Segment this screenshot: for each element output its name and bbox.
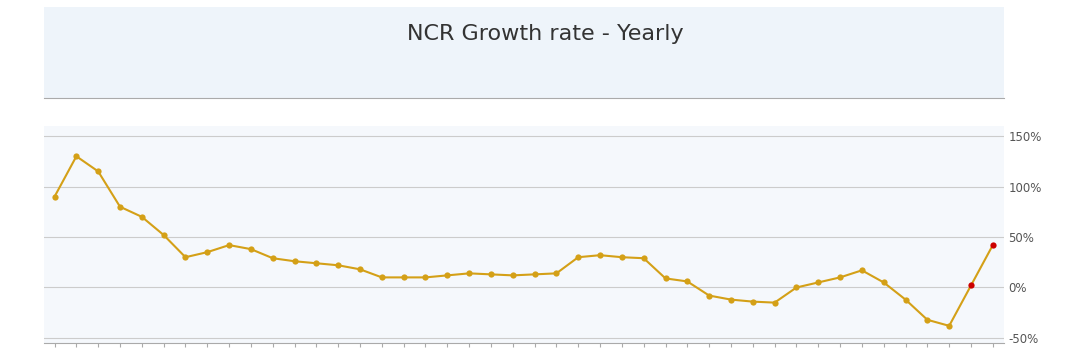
Text: NCR Growth rate - Yearly: NCR Growth rate - Yearly [407, 25, 684, 44]
